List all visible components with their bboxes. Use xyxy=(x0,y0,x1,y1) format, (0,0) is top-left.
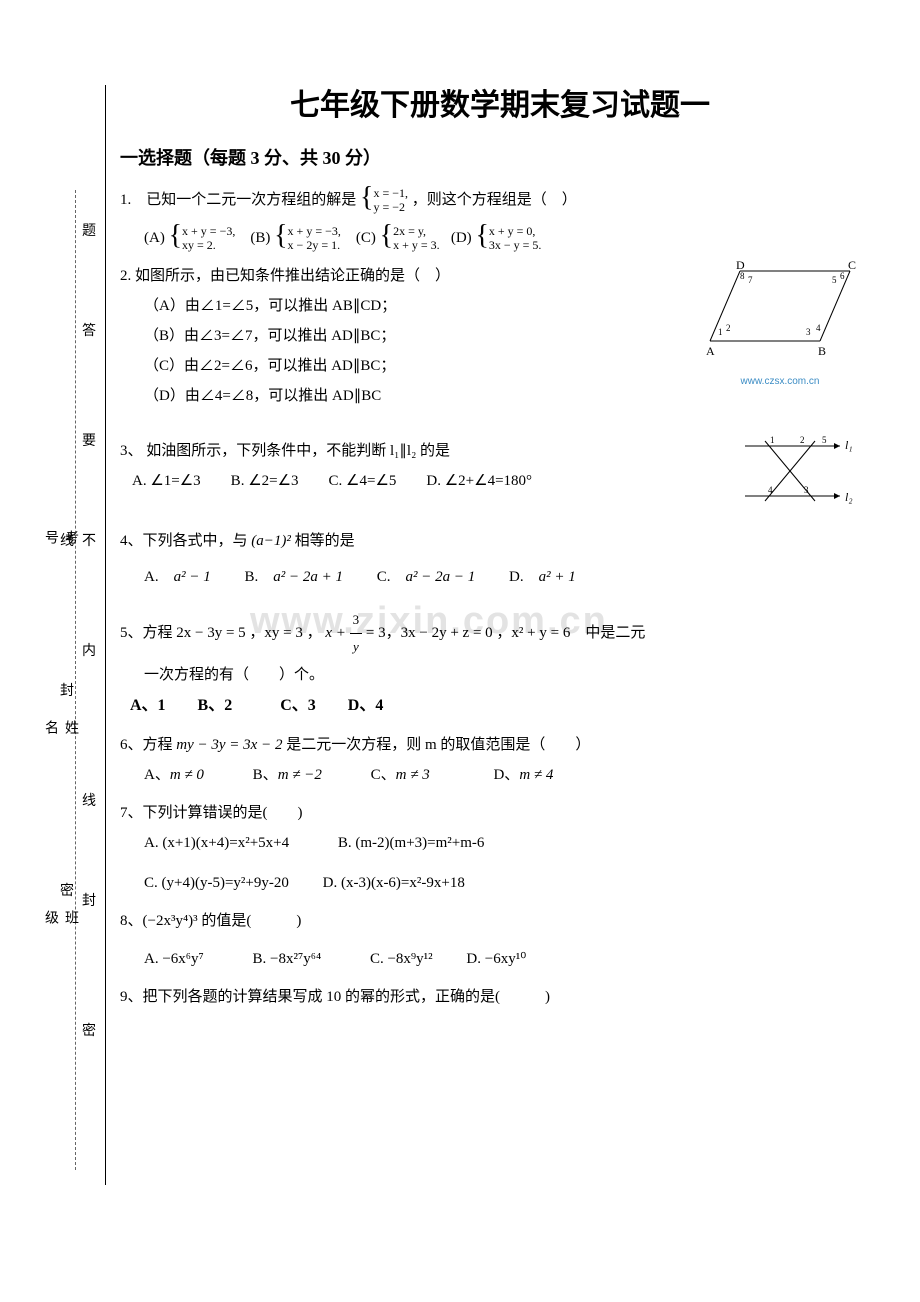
brace-icon: { xyxy=(360,190,373,207)
svg-text:C: C xyxy=(848,261,856,272)
q5-stem-a: 5、方程 2x − 3y = 5 ，xy = 3 ， xyxy=(120,625,322,641)
svg-text:l₂: l₂ xyxy=(845,490,853,504)
svg-text:5: 5 xyxy=(832,275,837,285)
question-5: 5、方程 2x − 3y = 5 ，xy = 3 ， x + 3y = 3，3x… xyxy=(120,607,880,722)
svg-text:7: 7 xyxy=(748,275,753,285)
question-9: 9、把下列各题的计算结果写成 10 的幂的形式，正确的是( ) xyxy=(120,982,880,1012)
q1-stem-a: 1. 已知一个二元一次方程组的解是 xyxy=(120,192,356,208)
q3-figure: l₁ l₂ 1 2 5 3 4 xyxy=(740,431,860,522)
question-3: 3、 如油图所示，下列条件中，不能判断 l₁∥l₂ 的是 A. ∠1=∠3 B.… xyxy=(120,436,880,496)
svg-text:B: B xyxy=(818,344,826,358)
q6-expr: my − 3y = 3x − 2 xyxy=(176,737,282,753)
q6-stem-a: 6、方程 xyxy=(120,737,173,753)
svg-text:A: A xyxy=(706,344,715,358)
svg-text:1: 1 xyxy=(718,327,723,337)
q5-stem-b: = 3，3x − 2y + z = 0 ，x² + y = 6 中是二元 xyxy=(366,625,645,641)
q1-stem-b: ，则这个方程组是（ ） xyxy=(412,192,577,208)
svg-text:2: 2 xyxy=(726,323,731,333)
q7-stem: 7、下列计算错误的是( ) xyxy=(120,798,880,828)
svg-text:2: 2 xyxy=(800,435,805,445)
q5-opts: A、1 B、2 C、3 D、4 xyxy=(120,690,880,722)
svg-text:3: 3 xyxy=(806,327,811,337)
question-4: 4、下列各式中，与 (a−1)² 相等的是 A. a² − 1 B. a² − … xyxy=(120,526,880,592)
question-2: 2. 如图所示，由已知条件推出结论正确的是（ ） （A）由∠1=∠5，可以推出 … xyxy=(120,261,880,411)
question-6: 6、方程 my − 3y = 3x − 2 是二元一次方程，则 m 的取值范围是… xyxy=(120,730,880,790)
question-8: 8、(−2x³y⁴)³ 的值是( ) A. −6x⁶y⁷ B. −8x²⁷y⁶⁴… xyxy=(120,906,880,974)
question-1: 1. 已知一个二元一次方程组的解是 {x = −1,y = −2 ，则这个方程组… xyxy=(120,185,880,253)
figure-url: www.czsx.com.cn xyxy=(700,372,860,392)
svg-text:3: 3 xyxy=(804,485,809,495)
svg-text:4: 4 xyxy=(768,485,773,495)
q8-stem: 8、(−2x³y⁴)³ 的值是( ) xyxy=(120,906,880,936)
page-title: 七年级下册数学期末复习试题一 xyxy=(120,80,880,124)
svg-text:8: 8 xyxy=(740,271,745,281)
question-7: 7、下列计算错误的是( ) A. (x+1)(x+4)=x²+5x+4 B. (… xyxy=(120,798,880,898)
svg-text:l₁: l₁ xyxy=(845,438,853,452)
q4-stem-a: 4、下列各式中，与 xyxy=(120,533,248,549)
q5-line2: 一次方程的有（ ）个。 xyxy=(120,660,880,690)
svg-text:6: 6 xyxy=(840,271,845,281)
svg-text:5: 5 xyxy=(822,435,827,445)
q4-stem-b: 相等的是 xyxy=(295,533,355,549)
svg-text:4: 4 xyxy=(816,323,821,333)
q6-stem-b: 是二元一次方程，则 m 的取值范围是（ ） xyxy=(286,737,590,753)
q2-figure: A B C D 1 2 3 4 5 6 7 8 www.czsx.com.cn xyxy=(700,261,860,392)
svg-text:1: 1 xyxy=(770,435,775,445)
q9-stem: 9、把下列各题的计算结果写成 10 的幂的形式，正确的是( ) xyxy=(120,982,880,1012)
section-heading: 一选择题（每题 3 分、共 30 分） xyxy=(120,144,880,170)
q4-expr: (a−1)² xyxy=(251,533,291,549)
